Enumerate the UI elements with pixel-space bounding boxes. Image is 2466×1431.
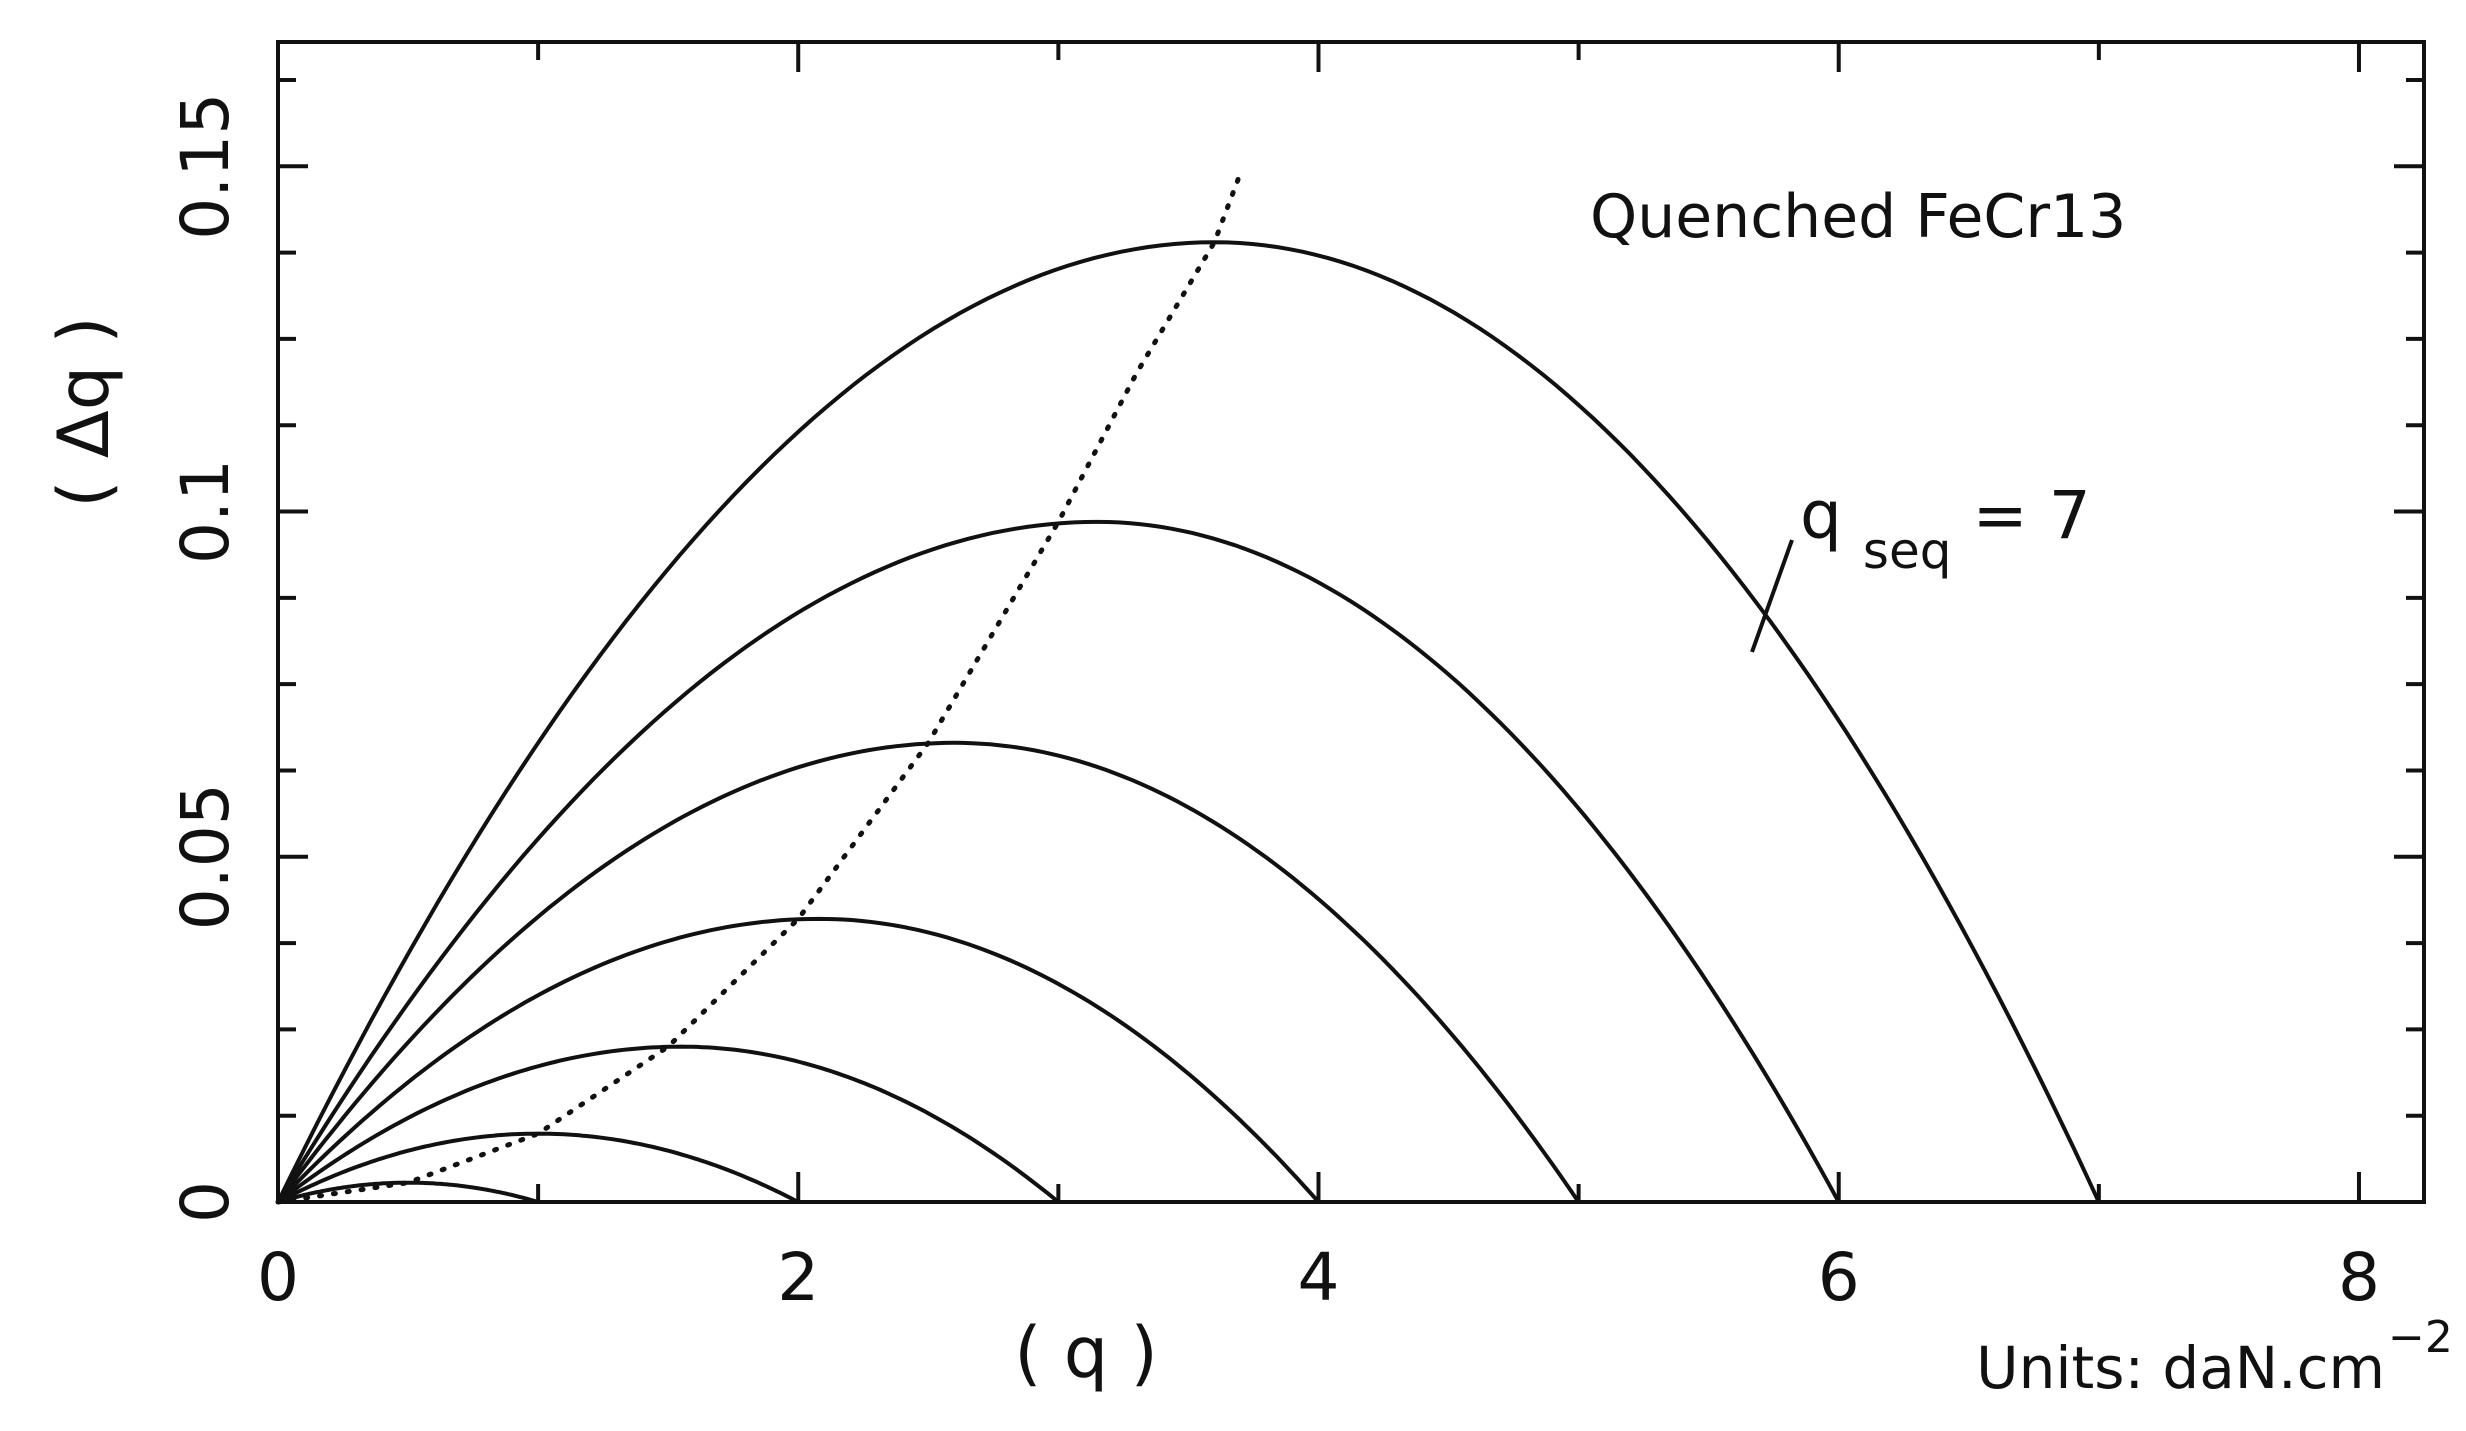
curve-label-tail: = 7 xyxy=(1972,477,2090,554)
x-tick-label: 8 xyxy=(2338,1239,2380,1316)
curve-label-main: q xyxy=(1800,477,1842,554)
curves xyxy=(276,240,2101,1204)
y-tick-label: 0.15 xyxy=(167,93,244,240)
y-tick-label: 0.1 xyxy=(167,459,244,564)
y-tick-label: 0.05 xyxy=(167,783,244,930)
annotation-text: Quenched FeCr13 xyxy=(1590,182,2126,252)
x-axis-label: ( q ) xyxy=(1014,1312,1158,1394)
curve-qseq-2 xyxy=(277,1131,800,1204)
tick-labels: 0 2 4 6 8 0 0.05 0.1 0.15 xyxy=(167,93,2380,1316)
curve-label-leader xyxy=(1750,539,1794,653)
curve-qseq-6 xyxy=(276,519,1841,1204)
curve-qseq-3 xyxy=(276,1044,1060,1204)
curve-label-sub: seq xyxy=(1863,522,1952,580)
y-tick-label: 0 xyxy=(167,1181,244,1223)
x-tick-label: 2 xyxy=(777,1239,819,1316)
curve-qseq-7 xyxy=(276,240,2101,1203)
y-axis-label: ( Δq ) xyxy=(43,316,125,507)
x-tick-label: 6 xyxy=(1818,1239,1860,1316)
units-prefix: Units: daN.cm xyxy=(1976,1334,2385,1402)
plot-frame xyxy=(276,40,2426,1204)
units-exponent: −2 xyxy=(2388,1312,2453,1363)
curve-qseq-5 xyxy=(276,740,1581,1204)
x-tick-label: 0 xyxy=(257,1239,299,1316)
locus-of-maxima xyxy=(275,170,1243,1205)
units-label: Units: daN.cm xyxy=(1976,1334,2385,1402)
ticks xyxy=(276,42,2424,1204)
x-tick-label: 4 xyxy=(1297,1239,1339,1316)
curve-qseq-1 xyxy=(277,1180,539,1204)
curve-label: q seq = 7 xyxy=(1800,477,2091,584)
curve-qseq-4 xyxy=(276,916,1320,1204)
locus xyxy=(275,170,1243,1205)
